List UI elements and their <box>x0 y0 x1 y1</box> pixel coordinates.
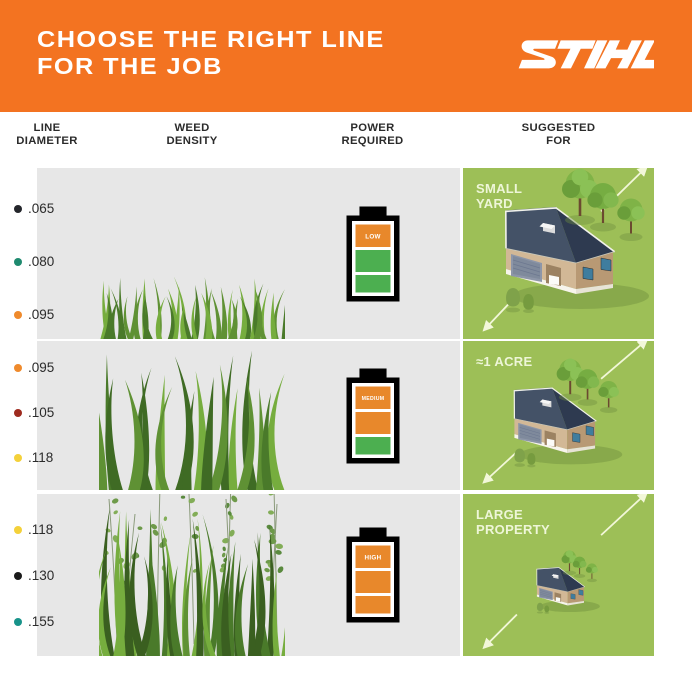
svg-text:MEDIUM: MEDIUM <box>361 396 384 402</box>
svg-text:LOW: LOW <box>365 233 381 240</box>
svg-text:HIGH: HIGH <box>364 555 381 562</box>
